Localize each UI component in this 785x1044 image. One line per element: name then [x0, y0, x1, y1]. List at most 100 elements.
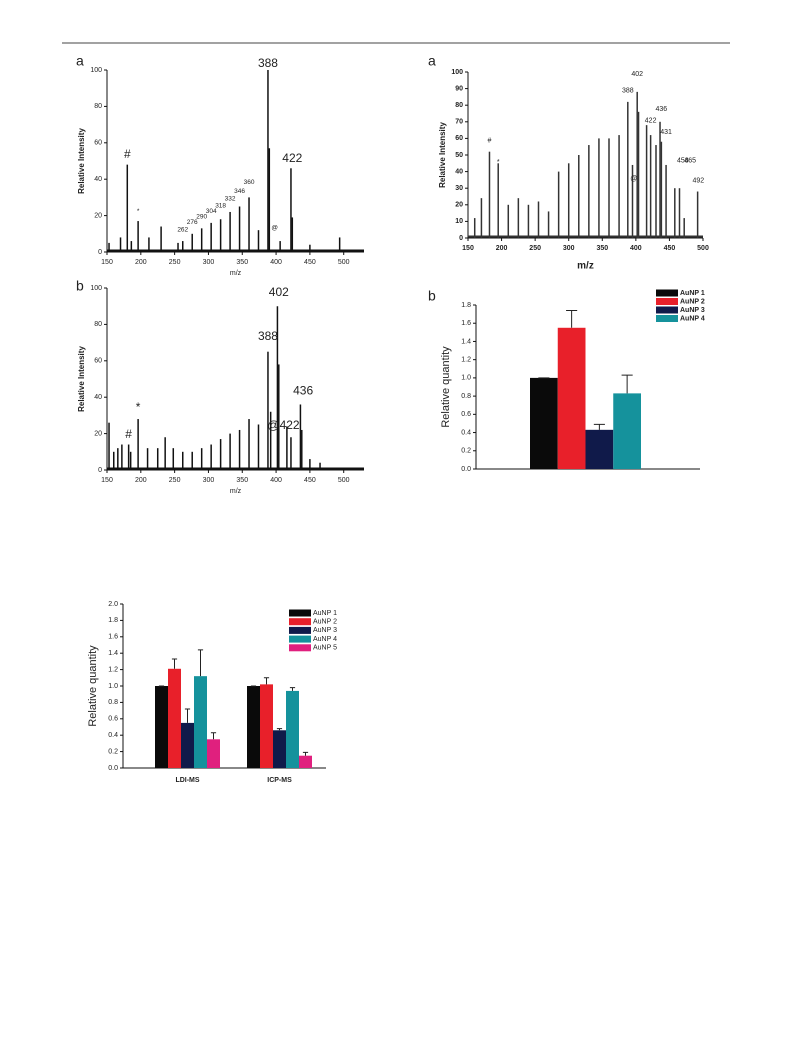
y-tick-label: 10 [455, 218, 463, 225]
panel-label: b [76, 278, 84, 294]
y-axis-label: Relative Intensity [438, 122, 447, 188]
y-tick-label: 0.8 [461, 393, 471, 400]
y-tick-label: 100 [90, 67, 102, 74]
y-tick-label: 0.2 [461, 448, 471, 455]
error-bar [593, 423, 605, 430]
peak-label: 436 [293, 383, 313, 397]
legend-label: AuNP 4 [313, 636, 337, 643]
y-tick-label: 0.6 [461, 411, 471, 418]
bar [181, 722, 194, 768]
x-axis-label: m/z [577, 261, 594, 272]
y-tick-label: 1.0 [461, 375, 471, 382]
bar [247, 686, 260, 768]
bar [286, 690, 299, 768]
y-tick-label: 1.8 [108, 617, 118, 624]
y-tick-label: 1.6 [108, 634, 118, 641]
peak-label: 388 [258, 56, 278, 70]
x-tick-label: 450 [304, 259, 316, 266]
x-axis-label: m/z [230, 270, 242, 277]
peak-label: 402 [631, 71, 643, 78]
y-tick-label: 0 [98, 467, 102, 474]
x-tick-label: 200 [135, 259, 147, 266]
y-tick-label: 1.0 [108, 683, 118, 690]
legend-swatch [656, 298, 678, 305]
x-tick-label: 300 [563, 245, 575, 252]
y-tick-label: 0 [98, 249, 102, 256]
y-tick-label: 40 [94, 394, 102, 401]
x-tick-label: 250 [169, 477, 181, 484]
peak-label: 422 [282, 151, 302, 165]
peak-label: # [124, 147, 131, 161]
peak-label: 388 [622, 88, 634, 95]
x-tick-label: 400 [270, 477, 282, 484]
bar [194, 676, 207, 768]
peak-label: # [125, 427, 132, 441]
error-bar [621, 374, 633, 394]
y-tick-label: 1.4 [108, 650, 118, 657]
peak-label: 332 [225, 195, 236, 202]
peak-label: 422 [280, 418, 300, 432]
y-axis-label: Relative quantity [87, 645, 99, 727]
peak-label: 458 [677, 157, 689, 164]
bar [530, 377, 558, 469]
x-tick-label: 300 [203, 477, 215, 484]
x-tick-label: 150 [101, 477, 113, 484]
legend-label: AuNP 3 [313, 627, 337, 634]
peak-label: @ [630, 176, 637, 183]
bar [613, 393, 641, 469]
legend-swatch [656, 315, 678, 322]
x-tick-label: 400 [270, 259, 282, 266]
legend-swatch [289, 618, 311, 626]
legend-label: AuNP 3 [680, 307, 705, 314]
peak-label: @ [271, 225, 278, 232]
legend-label: AuNP 2 [313, 619, 337, 626]
y-tick-label: 1.8 [461, 302, 471, 309]
panel-label: a [76, 53, 84, 69]
y-tick-label: 80 [94, 103, 102, 110]
y-tick-label: 0.0 [461, 466, 471, 473]
y-tick-label: 60 [94, 358, 102, 365]
peak-label: 262 [177, 226, 188, 233]
x-tick-label: 400 [630, 245, 642, 252]
y-tick-label: 1.6 [461, 320, 471, 327]
bar [155, 686, 168, 768]
y-tick-label: 60 [94, 140, 102, 147]
legend-swatch [289, 635, 311, 643]
x-tick-label: 150 [462, 245, 474, 252]
peak-label: 360 [244, 179, 255, 186]
peak-label: 422 [645, 118, 657, 125]
legend-swatch [656, 306, 678, 314]
y-tick-label: 60 [455, 135, 463, 142]
bar [168, 668, 181, 768]
bar [273, 730, 286, 768]
peak-label: * [136, 400, 141, 414]
x-tick-label: 300 [203, 259, 215, 266]
x-tick-label: 450 [304, 477, 316, 484]
y-tick-label: 100 [90, 285, 102, 292]
x-tick-label: 500 [338, 477, 350, 484]
y-tick-label: 1.2 [108, 666, 118, 673]
x-tick-label: 200 [496, 245, 508, 252]
legend-label: AuNP 4 [680, 315, 705, 322]
y-tick-label: 0.0 [108, 765, 118, 772]
y-tick-label: 0.4 [108, 732, 118, 739]
y-tick-label: 90 [455, 85, 463, 92]
y-tick-label: 1.4 [461, 338, 471, 345]
peak-label: 290 [196, 214, 207, 221]
y-tick-label: 50 [455, 152, 463, 159]
error-bar [289, 687, 296, 691]
x-tick-label: LDI-MS [175, 777, 199, 784]
peak-label: 431 [660, 129, 672, 136]
peak-label: 402 [269, 285, 289, 299]
y-tick-label: 0.2 [108, 748, 118, 755]
error-bar [210, 732, 217, 740]
error-bar [171, 658, 178, 669]
error-bar [302, 751, 309, 756]
y-tick-label: 1.2 [461, 357, 471, 364]
legend-swatch [289, 609, 311, 617]
error-bar [197, 649, 204, 677]
y-tick-label: 30 [455, 185, 463, 192]
y-tick-label: 0.6 [108, 716, 118, 723]
error-bar [566, 309, 578, 328]
